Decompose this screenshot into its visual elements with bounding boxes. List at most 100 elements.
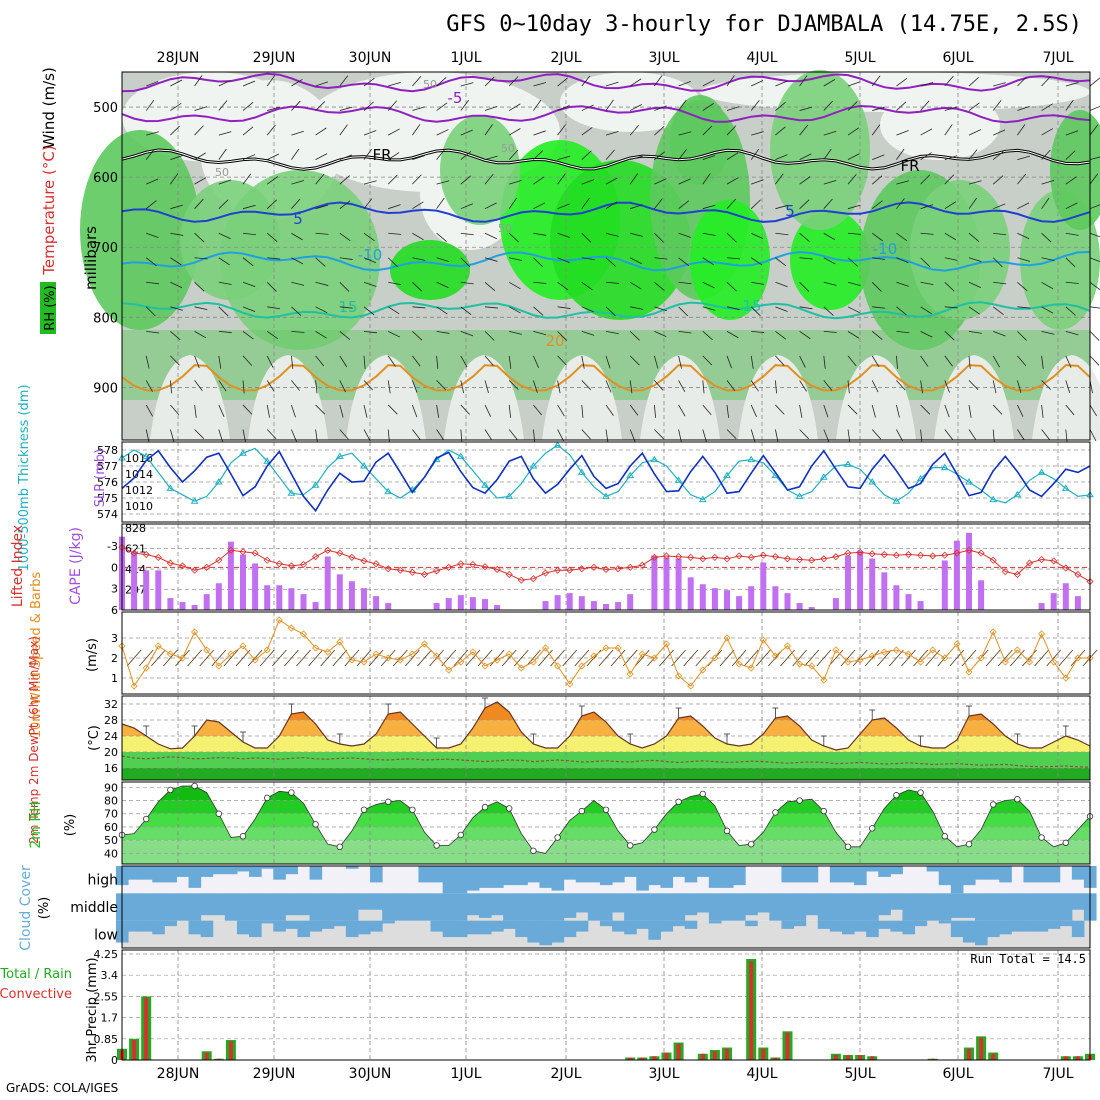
wind-barb xyxy=(509,179,522,185)
cape-bar xyxy=(651,555,658,610)
li-marker xyxy=(892,551,900,559)
wind-barb xyxy=(702,306,716,311)
wind10-barb xyxy=(889,649,904,667)
cloud-bar-low xyxy=(829,920,843,932)
moist-area xyxy=(670,95,730,185)
cloud-bar-low xyxy=(236,920,250,935)
cloud-bar-middle xyxy=(769,893,782,921)
cape-bar xyxy=(832,598,839,610)
wind-barb xyxy=(170,380,173,394)
wind-barb xyxy=(146,281,160,285)
wind-barb xyxy=(363,281,377,287)
li-marker xyxy=(771,553,779,561)
cloud-bar-high xyxy=(563,866,577,880)
temp2m-axis-label: 2m Temp 2m DewPt (6hr Min/Max) xyxy=(27,636,41,844)
wind-barb xyxy=(508,149,519,160)
wind-barb xyxy=(315,81,329,87)
wind-barb xyxy=(605,81,619,87)
wind-barb xyxy=(557,77,568,87)
wind-barb xyxy=(266,124,276,136)
wind-barb xyxy=(629,173,639,185)
wind-barb xyxy=(726,429,737,439)
wind10-marker xyxy=(566,680,574,688)
wind10-barb xyxy=(199,649,215,667)
wind-barb xyxy=(194,306,208,311)
li-marker xyxy=(578,565,586,573)
panel-labels: Wind (m/s)Temperature (°C) RH (%) millibar… xyxy=(0,67,108,1062)
wind10-marker xyxy=(783,642,792,650)
wind10-barb xyxy=(913,649,928,667)
wind-barb xyxy=(194,404,197,418)
wind10-marker xyxy=(747,664,755,672)
rh-marker xyxy=(409,806,416,813)
moist-area xyxy=(690,200,770,320)
wind-barb xyxy=(315,355,325,367)
wind-barb xyxy=(1065,355,1072,368)
wind10-marker xyxy=(457,658,465,666)
wind-barb xyxy=(533,404,542,416)
cloud-bar-middle xyxy=(781,893,795,921)
surface-dry-bubble xyxy=(444,355,524,440)
precip-tick-label: 2.55 xyxy=(94,990,119,1003)
wind-barb xyxy=(242,101,254,111)
wind-tick-label: 2 xyxy=(111,652,118,665)
wind-barb xyxy=(968,355,971,369)
cloud-bar-high xyxy=(442,866,456,894)
wind-barb xyxy=(751,179,764,185)
thickness-marker xyxy=(311,481,320,488)
wind-barb xyxy=(702,204,716,210)
wind-barb xyxy=(872,106,885,111)
wind-barb xyxy=(1041,330,1055,335)
wind-barb xyxy=(484,281,496,292)
cloud-bar-high xyxy=(188,866,202,888)
wind-barb xyxy=(944,257,958,261)
cape-bar xyxy=(845,555,851,610)
isotherm-label: 15 xyxy=(742,297,761,315)
li-marker xyxy=(1001,568,1009,576)
wind10-barb xyxy=(550,649,565,667)
wind-barb xyxy=(194,177,207,185)
wind-barb xyxy=(968,102,980,111)
wind-barb xyxy=(654,151,666,160)
rh-marker xyxy=(796,797,803,804)
wind-barb xyxy=(605,330,619,335)
wind10-barb xyxy=(1034,649,1049,667)
cloud-bar-middle xyxy=(648,893,661,921)
cloud-bar-low xyxy=(745,920,758,927)
cloud-bar-middle xyxy=(152,893,165,921)
wind-barb xyxy=(581,179,595,185)
cloud-bar-middle xyxy=(612,893,625,913)
wind10-marker xyxy=(433,652,441,660)
wind-barb xyxy=(436,380,446,390)
li-marker xyxy=(469,560,477,569)
wind-barb xyxy=(993,232,1007,236)
cloud-bar-high xyxy=(878,866,891,877)
cloud-bar-low xyxy=(938,920,952,924)
wind-barb xyxy=(267,106,280,111)
cloud-bar-middle xyxy=(406,893,419,921)
cape-bar xyxy=(131,551,138,610)
li-marker xyxy=(1038,555,1046,564)
wind-barb xyxy=(992,306,1004,315)
cloud-bar-high xyxy=(793,866,807,883)
cloud-bar-middle xyxy=(829,893,843,921)
cloud-bar-high xyxy=(224,866,238,875)
wind10-marker xyxy=(384,654,392,662)
wind-barb xyxy=(654,330,667,337)
cloud-bar-high xyxy=(273,866,286,880)
wind10-barb xyxy=(429,649,444,667)
wind10-marker xyxy=(324,648,332,656)
wind10-marker xyxy=(1050,658,1058,666)
wind-barb xyxy=(678,281,692,285)
wind10-marker xyxy=(529,658,537,666)
cloud-bar-high xyxy=(527,866,540,883)
cloud-bar-middle xyxy=(224,893,238,921)
wind-barb xyxy=(1017,76,1027,87)
wind-barb xyxy=(218,257,230,266)
surface-dry-bubble xyxy=(640,355,720,440)
isotherm-label: 15 xyxy=(338,298,357,316)
wind-barb xyxy=(702,281,715,289)
cape-bar xyxy=(167,598,174,610)
wind-barb xyxy=(726,75,735,87)
wind-barb xyxy=(339,200,351,210)
